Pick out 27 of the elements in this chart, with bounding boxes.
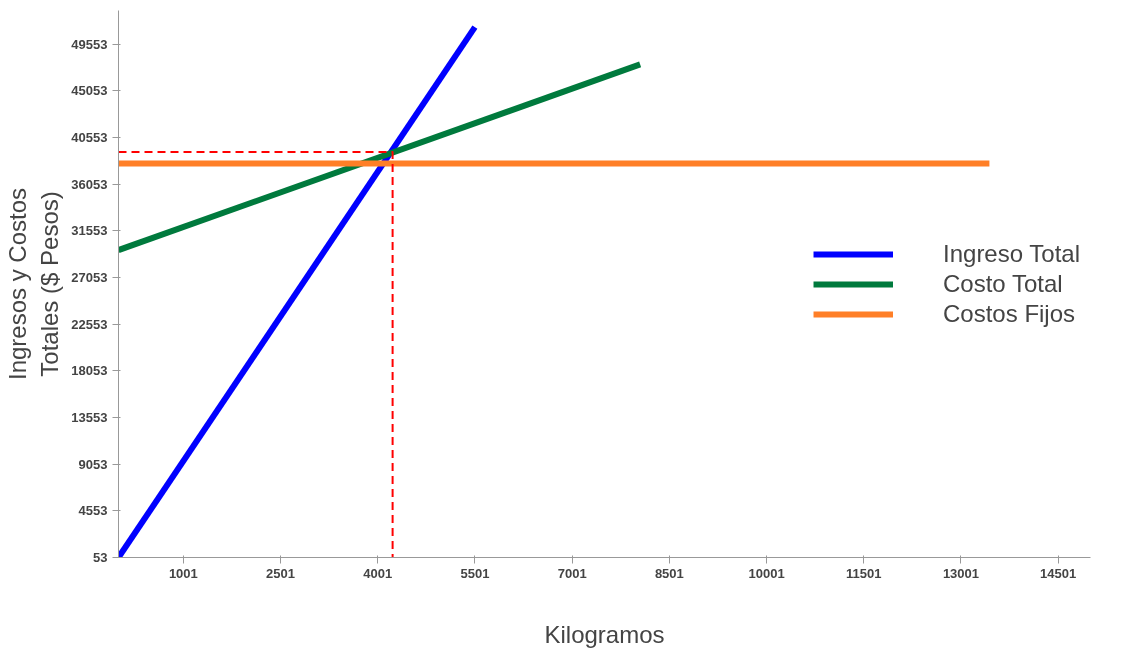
y-tick-label: 18053 bbox=[71, 363, 108, 379]
legend-label: Ingreso Total bbox=[943, 239, 1080, 268]
legend-label: Costo Total bbox=[943, 269, 1063, 298]
y-tick-label: 13553 bbox=[71, 410, 108, 425]
y-tick-label: 31553 bbox=[71, 223, 108, 239]
y-tick-label: 40553 bbox=[71, 130, 108, 145]
x-tick-label: 10001 bbox=[748, 565, 785, 581]
x-tick-label: 1001 bbox=[168, 565, 198, 581]
y-tick-label: 36053 bbox=[71, 176, 108, 192]
x-tick-label: 7001 bbox=[557, 565, 587, 581]
y-tick-label: 9053 bbox=[78, 456, 108, 472]
y-axis-title: Ingresos y Costos Totales ($ Pesos) bbox=[3, 187, 64, 381]
y-tick-label: 4553 bbox=[78, 503, 108, 519]
y-tick-label: 45053 bbox=[71, 83, 108, 99]
y-tick-label: 49553 bbox=[71, 36, 108, 52]
x-tick-label: 8501 bbox=[654, 565, 684, 581]
x-tick-label: 2501 bbox=[266, 565, 296, 581]
x-tick-label: 5501 bbox=[460, 565, 490, 581]
x-tick-label: 13001 bbox=[942, 565, 980, 581]
legend-label: Costos Fijos bbox=[943, 299, 1076, 328]
x-tick-label: 11501 bbox=[846, 565, 882, 581]
x-tick-label: 4001 bbox=[363, 565, 393, 581]
y-tick-label: 22553 bbox=[71, 316, 108, 332]
y-tick-label: 53 bbox=[93, 550, 108, 565]
x-tick-label: 14501 bbox=[1040, 565, 1077, 581]
y-tick-label: 27053 bbox=[71, 270, 108, 285]
x-axis-title: Kilogramos bbox=[544, 620, 665, 648]
